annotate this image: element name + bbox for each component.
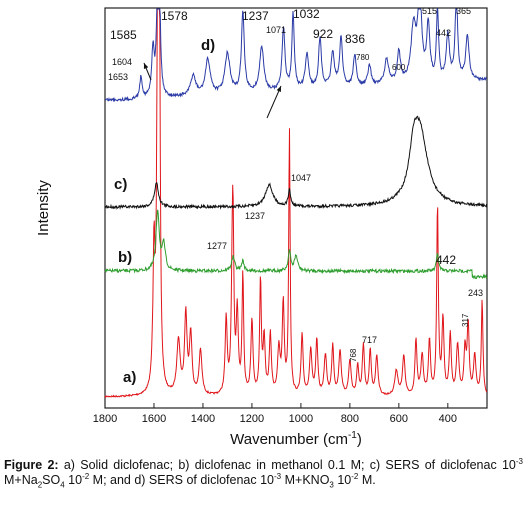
peak-label: 317: [461, 313, 470, 327]
caption-sup: -3: [274, 471, 282, 481]
peak-label: 717: [362, 335, 377, 345]
x-tick-label: 1000: [289, 413, 313, 425]
peak-label: 365: [456, 6, 471, 16]
spectra-chart: 1800 1600 1400 1200 1000 800 600 400 Wavenumber …: [35, 6, 488, 448]
peak-label: 1578: [161, 9, 188, 23]
series-line-b: [104, 209, 488, 280]
caption-sup: -2: [351, 471, 359, 481]
peak-label: 515: [422, 6, 437, 16]
caption-sup: -3: [515, 456, 523, 466]
peak-label: 780: [356, 53, 370, 62]
peak-label: 1277: [207, 241, 227, 251]
peak-label: 1585: [110, 28, 137, 42]
peak-label: 600: [392, 63, 406, 72]
x-tick-label: 600: [390, 413, 408, 425]
peak-label: 1653: [108, 72, 128, 82]
peak-label: 1047: [291, 173, 311, 183]
arrow-head: [276, 86, 281, 92]
caption-sub: 3: [329, 480, 334, 490]
caption-text: a) Solid diclofenac; b) diclofenac in me…: [58, 458, 516, 472]
caption-sub: 4: [60, 480, 65, 490]
y-axis-label: Intensity: [35, 180, 52, 236]
peak-label: 442: [436, 253, 456, 267]
caption-text: M; and d) SERS of diclofenac 10: [89, 473, 275, 487]
figure-caption: Figure 2: a) Solid diclofenac; b) diclof…: [4, 456, 523, 490]
x-tick-label: 400: [439, 413, 457, 425]
series-line-a: [104, 8, 488, 399]
caption-text: M.: [358, 473, 376, 487]
x-tick-label: 1800: [93, 413, 117, 425]
caption-label: Figure 2:: [4, 458, 59, 472]
caption-sup: -2: [82, 471, 90, 481]
series-label-a: a): [123, 369, 136, 386]
series-line-c: [104, 115, 488, 210]
caption-sub: 2: [37, 480, 43, 490]
peak-label: 768: [349, 348, 358, 362]
plot-frame: [104, 7, 488, 409]
peak-label: 1604: [112, 57, 132, 67]
x-tick-label: 1600: [142, 413, 166, 425]
series-label-c: c): [114, 176, 127, 193]
caption-text: M+KNO: [281, 473, 330, 487]
peak-label: 1032: [293, 7, 320, 21]
x-tick-label: 1200: [240, 413, 264, 425]
caption-text: M+Na: [4, 473, 38, 487]
peak-label: 836: [345, 32, 365, 46]
x-tick-label: 800: [341, 413, 359, 425]
peak-label: 1237: [242, 9, 269, 23]
peak-label: 1237: [245, 211, 265, 221]
caption-text: SO: [42, 473, 61, 487]
x-tick-label: 1400: [191, 413, 215, 425]
peak-label: 922: [313, 27, 333, 41]
series-line-d: [104, 8, 487, 103]
peak-label: 1071: [266, 25, 286, 35]
caption-text: 10: [333, 473, 352, 487]
peak-label: 442: [436, 28, 451, 38]
x-axis-label: Wavenumber (cm-1): [230, 430, 362, 448]
series-label-b: b): [118, 249, 132, 266]
series-label-d: d): [201, 37, 215, 54]
arrow-head: [143, 63, 149, 69]
caption-text: 10: [64, 473, 83, 487]
arrow-line: [266, 85, 282, 119]
peak-label: 243: [468, 288, 483, 298]
